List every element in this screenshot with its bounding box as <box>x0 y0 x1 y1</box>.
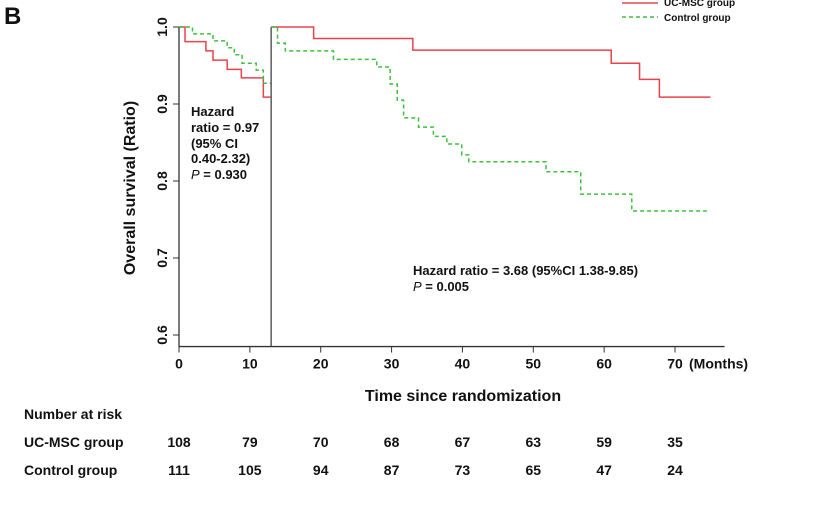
svg-text:P = 0.930: P = 0.930 <box>191 167 247 182</box>
risk-value: 35 <box>667 434 683 450</box>
svg-text:Hazard ratio = 3.68 (95%CI 1.3: Hazard ratio = 3.68 (95%CI 1.38-9.85) <box>413 263 638 278</box>
x-unit-label: (Months) <box>689 356 748 372</box>
risk-table-title: Number at risk <box>24 406 122 422</box>
y-tick-label: 0.8 <box>154 171 170 191</box>
risk-table: Number at risk UC-MSC group 108 79 70 68 67 63… <box>24 406 683 478</box>
svg-text:(95% CI: (95% CI <box>191 136 238 151</box>
annotation-late: Hazard ratio = 3.68 (95%CI 1.38-9.85) P … <box>413 263 638 294</box>
x-tick-label: 0 <box>175 356 183 372</box>
panel-label: B <box>4 3 21 30</box>
legend-label-uc-msc: UC-MSC group <box>664 0 735 9</box>
legend-label-control: Control group <box>664 13 731 24</box>
risk-value: 87 <box>384 462 400 478</box>
control-survival-curve <box>179 26 271 84</box>
risk-value: 67 <box>455 434 471 450</box>
y-tick-label: 0.6 <box>154 325 170 345</box>
uc-msc-survival-curve <box>271 26 711 98</box>
x-tick-label: 60 <box>596 356 612 372</box>
risk-value: 73 <box>455 462 471 478</box>
risk-value: 59 <box>596 434 612 450</box>
x-tick-label: 70 <box>667 356 683 372</box>
annotation-early: Hazard ratio = 0.97 (95% CI 0.40-2.32) P… <box>191 104 259 182</box>
x-axis-title: Time since randomization <box>365 388 561 405</box>
x-tick-label: 10 <box>242 356 258 372</box>
risk-value: 70 <box>313 434 329 450</box>
svg-text:P = 0.005: P = 0.005 <box>413 279 469 294</box>
x-tick-label: 50 <box>525 356 541 372</box>
x-tick-label: 30 <box>384 356 400 372</box>
y-tick-label: 0.9 <box>154 94 170 114</box>
control-survival-curve <box>271 26 707 212</box>
risk-value: 47 <box>596 462 612 478</box>
y-tick-label: 1.0 <box>154 17 170 37</box>
risk-value: 111 <box>168 462 190 478</box>
svg-text:Hazard: Hazard <box>191 104 234 119</box>
risk-value: 108 <box>167 434 191 450</box>
risk-row-label: Control group <box>24 462 117 478</box>
risk-value: 105 <box>238 462 262 478</box>
risk-value: 79 <box>242 434 258 450</box>
svg-text:ratio = 0.97: ratio = 0.97 <box>191 120 259 135</box>
risk-value: 24 <box>667 462 683 478</box>
risk-value: 68 <box>384 434 400 450</box>
x-tick-label: 20 <box>313 356 329 372</box>
x-tick-label: 40 <box>455 356 471 372</box>
uc-msc-survival-curve <box>179 26 271 98</box>
y-tick-label: 0.7 <box>154 248 170 268</box>
y-axis-title: Overall survival (Ratio) <box>122 101 139 275</box>
legend: UC-MSC group Control group <box>622 0 735 24</box>
svg-text:0.40-2.32): 0.40-2.32) <box>191 151 250 166</box>
risk-value: 65 <box>525 462 541 478</box>
risk-row-label: UC-MSC group <box>24 434 124 450</box>
risk-value: 94 <box>313 462 329 478</box>
risk-value: 63 <box>525 434 541 450</box>
